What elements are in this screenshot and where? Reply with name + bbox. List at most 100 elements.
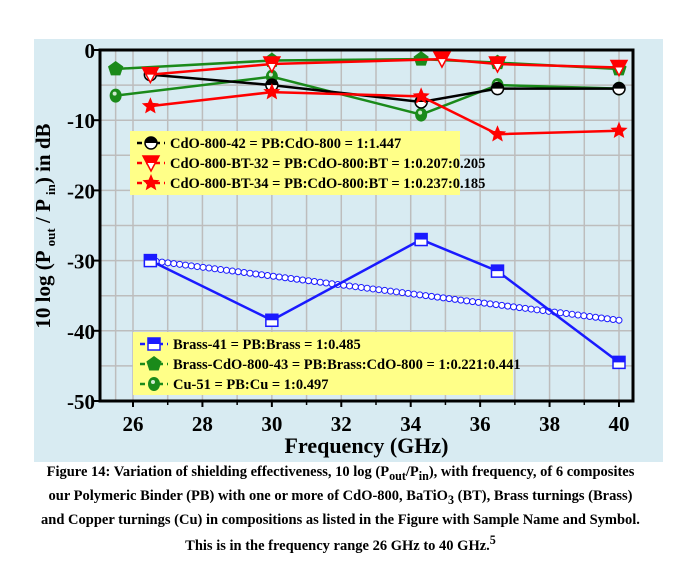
marker-hollow-circle bbox=[211, 265, 219, 273]
marker-hollow-circle bbox=[316, 278, 324, 286]
marker-hollow-circle bbox=[176, 260, 184, 268]
marker-hollow-circle bbox=[346, 282, 354, 290]
x-tick-label: 32 bbox=[331, 412, 352, 436]
marker-hollow-circle bbox=[615, 316, 623, 324]
marker-hollow-circle bbox=[492, 301, 500, 309]
marker-hollow-circle bbox=[597, 314, 605, 322]
marker-hollow-circle bbox=[305, 277, 313, 285]
marker-hollow-circle bbox=[568, 310, 576, 318]
x-tick-label: 36 bbox=[470, 412, 491, 436]
series-1 bbox=[141, 51, 629, 85]
marker-star bbox=[488, 125, 507, 142]
legend-label: Cu-51 = PB:Cu = 1:0.497 bbox=[173, 377, 329, 393]
legend-lower-left: Brass-41 = PB:Brass = 1:0.485 Brass-CdO-8… bbox=[133, 332, 521, 395]
x-tick-label: 30 bbox=[261, 412, 282, 436]
legend-label: CdO-800-BT-32 = PB:CdO-800:BT = 1:0.207:… bbox=[170, 156, 485, 172]
series-2 bbox=[141, 83, 628, 142]
marker-hollow-circle bbox=[293, 275, 301, 283]
marker-hollow-circle bbox=[521, 304, 529, 312]
y-tick-label: -40 bbox=[67, 320, 95, 344]
legend-label: Brass-CdO-800-43 = PB:Brass:CdO-800 = 1:… bbox=[173, 357, 521, 373]
caption-text: Figure 14: Variation of shielding effect… bbox=[46, 464, 390, 480]
y-axis-label: 10 log (P out / P in) in dB bbox=[31, 123, 58, 328]
marker-sphere bbox=[415, 107, 428, 122]
marker-hollow-circle bbox=[287, 275, 295, 283]
series-3 bbox=[143, 232, 626, 370]
plot-panel bbox=[34, 39, 663, 462]
marker-hollow-circle bbox=[375, 286, 383, 294]
legend-box bbox=[133, 332, 513, 395]
marker-hollow-circle bbox=[474, 298, 482, 306]
marker-hollow-circle bbox=[510, 303, 518, 311]
marker-sphere-highlight bbox=[268, 72, 273, 77]
marker-hollow-circle bbox=[562, 310, 570, 318]
marker-triangle-down-fill bbox=[142, 67, 159, 75]
caption-sub: 3 bbox=[447, 492, 454, 507]
marker-hollow-circle bbox=[556, 309, 564, 317]
marker-sphere bbox=[148, 377, 160, 391]
marker-hollow-circle bbox=[428, 292, 436, 300]
x-tick-label: 40 bbox=[609, 412, 630, 436]
trend-line bbox=[146, 257, 623, 324]
marker-hollow-circle bbox=[369, 285, 377, 293]
marker-hollow-circle bbox=[539, 307, 547, 315]
marker-triangle-down-fill bbox=[489, 57, 506, 65]
marker-hollow-circle bbox=[363, 284, 371, 292]
y-tick-label: -20 bbox=[67, 179, 95, 203]
marker-hollow-circle bbox=[170, 260, 178, 268]
legend-box bbox=[130, 131, 460, 195]
caption-text: (BT), Brass turnings (Brass) and Copper … bbox=[41, 487, 640, 554]
marker-hollow-circle bbox=[199, 263, 207, 271]
caption-sub: out bbox=[389, 468, 406, 483]
marker-star bbox=[610, 121, 628, 138]
marker-hollow-circle bbox=[164, 259, 172, 267]
marker-hollow-circle bbox=[299, 276, 307, 284]
y-tick-label: 0 bbox=[85, 39, 96, 63]
marker-triangle-down-fill bbox=[611, 60, 627, 68]
marker-half-circle-fill bbox=[613, 82, 625, 89]
x-axis-label: Frequency (GHz) bbox=[285, 433, 449, 458]
marker-hollow-circle bbox=[264, 272, 272, 280]
marker-half-circle-fill bbox=[491, 82, 504, 89]
caption-text: ), with frequency, of 6 composites our P… bbox=[48, 464, 635, 504]
marker-hollow-circle bbox=[258, 271, 266, 279]
marker-half-circle-fill bbox=[145, 137, 157, 143]
marker-hollow-circle bbox=[533, 306, 541, 314]
marker-half-square-fill bbox=[491, 265, 504, 272]
marker-triangle-down-fill bbox=[433, 52, 450, 60]
marker-star bbox=[263, 83, 281, 100]
marker-hollow-circle bbox=[322, 279, 330, 287]
marker-hollow-circle bbox=[480, 299, 488, 307]
marker-hollow-circle bbox=[187, 262, 195, 270]
marker-hollow-circle bbox=[240, 269, 248, 277]
marker-hollow-circle bbox=[310, 277, 318, 285]
marker-hollow-circle bbox=[433, 293, 441, 301]
x-tick-label: 38 bbox=[539, 412, 560, 436]
x-tick-label: 34 bbox=[400, 412, 422, 436]
marker-hollow-circle bbox=[193, 263, 201, 271]
marker-hollow-circle bbox=[451, 295, 459, 303]
marker-pentagon bbox=[413, 51, 429, 66]
legend-label: CdO-800-42 = PB:CdO-800 = 1:1.447 bbox=[170, 136, 401, 152]
marker-star bbox=[142, 174, 160, 191]
marker-hollow-circle bbox=[398, 289, 406, 297]
marker-hollow-circle bbox=[609, 316, 617, 324]
marker-pentagon bbox=[108, 61, 124, 76]
y-tick-label: -50 bbox=[67, 390, 95, 414]
marker-hollow-circle bbox=[603, 315, 611, 323]
marker-sphere-highlight bbox=[151, 380, 155, 384]
marker-triangle-down-fill bbox=[143, 156, 159, 163]
marker-hollow-circle bbox=[223, 266, 231, 274]
marker-hollow-circle bbox=[422, 292, 430, 300]
marker-hollow-circle bbox=[269, 272, 277, 280]
marker-hollow-circle bbox=[592, 313, 600, 321]
y-tick-label: -10 bbox=[67, 109, 95, 133]
marker-hollow-circle bbox=[234, 268, 242, 276]
marker-hollow-circle bbox=[228, 267, 236, 275]
marker-hollow-circle bbox=[457, 296, 465, 304]
marker-hollow-circle bbox=[527, 305, 535, 313]
marker-hollow-circle bbox=[416, 291, 424, 299]
marker-star bbox=[412, 87, 430, 104]
